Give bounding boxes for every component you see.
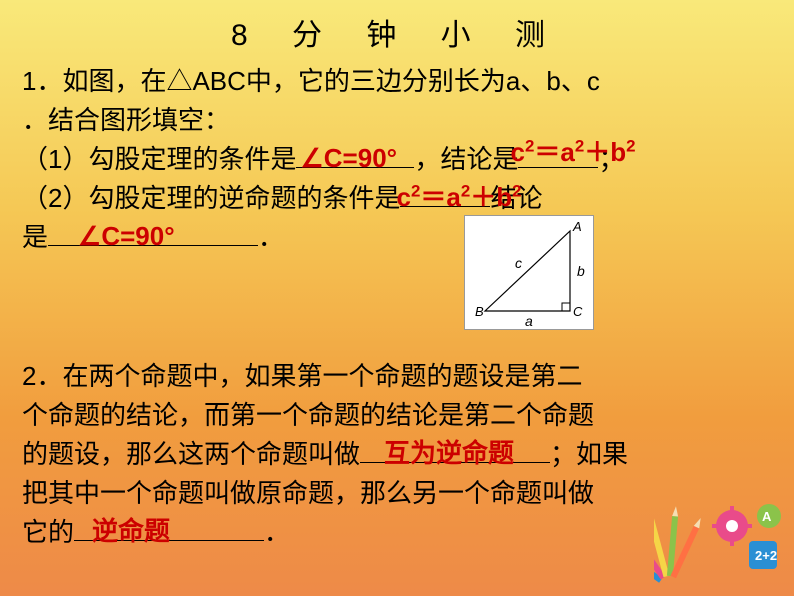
q2-l2: 个命题的结论，而第一个命题的结论是第二个命题 <box>22 396 772 435</box>
side-b: b <box>577 263 585 279</box>
answer-6: 逆命题 <box>92 512 170 551</box>
side-c: c <box>515 255 522 271</box>
blank-2: c2＝a2＋b2 <box>518 167 598 168</box>
svg-text:A: A <box>762 509 772 524</box>
answer-3: c2＝a2＋b2 <box>396 178 521 217</box>
blank-6: 逆命题 <box>74 540 264 541</box>
blank-5: 互为逆命题 <box>360 462 550 463</box>
q1-part1-b: ，结论是 <box>414 144 518 174</box>
q2-l3b: ；如果 <box>550 439 628 469</box>
q1-stem-a: 1．如图，在△ABC中，它的三边分别长为a、b、c <box>22 62 772 101</box>
decoration-pencils: 2+2 A <box>654 486 794 596</box>
answer-2: c2＝a2＋b2 <box>510 133 635 172</box>
q1-part1-a: （1）勾股定理的条件是 <box>22 144 296 174</box>
q1-part2-a: （2）勾股定理的逆命题的条件是 <box>22 183 400 213</box>
page-title: 8 分 钟 小 测 <box>0 0 794 54</box>
side-a: a <box>525 313 533 329</box>
svg-text:2+2: 2+2 <box>755 548 777 563</box>
vertex-b: B <box>475 304 484 319</box>
q2-l5a: 它的 <box>22 517 74 547</box>
q2-l1: 2．在两个命题中，如果第一个命题的题设是第二 <box>22 357 772 396</box>
q1-part2-line2: 是∠C=90°． <box>22 218 772 257</box>
q2-l3a: 的题设，那么这两个命题叫做 <box>22 439 360 469</box>
vertex-a: A <box>572 219 582 234</box>
blank-1: ∠C=90° <box>296 167 414 168</box>
triangle-shape <box>485 231 570 311</box>
vertex-c: C <box>573 304 583 319</box>
q2-l3: 的题设，那么这两个命题叫做互为逆命题；如果 <box>22 435 772 474</box>
q1-part2-line1: （2）勾股定理的逆命题的条件是c2＝a2＋b2结论 <box>22 179 772 218</box>
answer-5: 互为逆命题 <box>384 434 514 473</box>
answer-4: ∠C=90° <box>78 217 175 256</box>
q1-part2-c: 是 <box>22 222 48 252</box>
answer-1: ∠C=90° <box>300 139 397 178</box>
triangle-figure: A B C a b c <box>464 215 594 330</box>
q2-l5b: ． <box>264 517 290 547</box>
blank-4: ∠C=90° <box>48 245 258 246</box>
q1-stem-b: ．结合图形填空： <box>22 101 772 140</box>
q1-part1: （1）勾股定理的条件是∠C=90°，结论是c2＝a2＋b2； <box>22 140 772 179</box>
q1-part2-d: ． <box>258 222 284 252</box>
content-area: 1．如图，在△ABC中，它的三边分别长为a、b、c ．结合图形填空： （1）勾股… <box>0 54 794 552</box>
blank-3: c2＝a2＋b2 <box>400 206 490 207</box>
right-angle-mark <box>562 303 570 311</box>
